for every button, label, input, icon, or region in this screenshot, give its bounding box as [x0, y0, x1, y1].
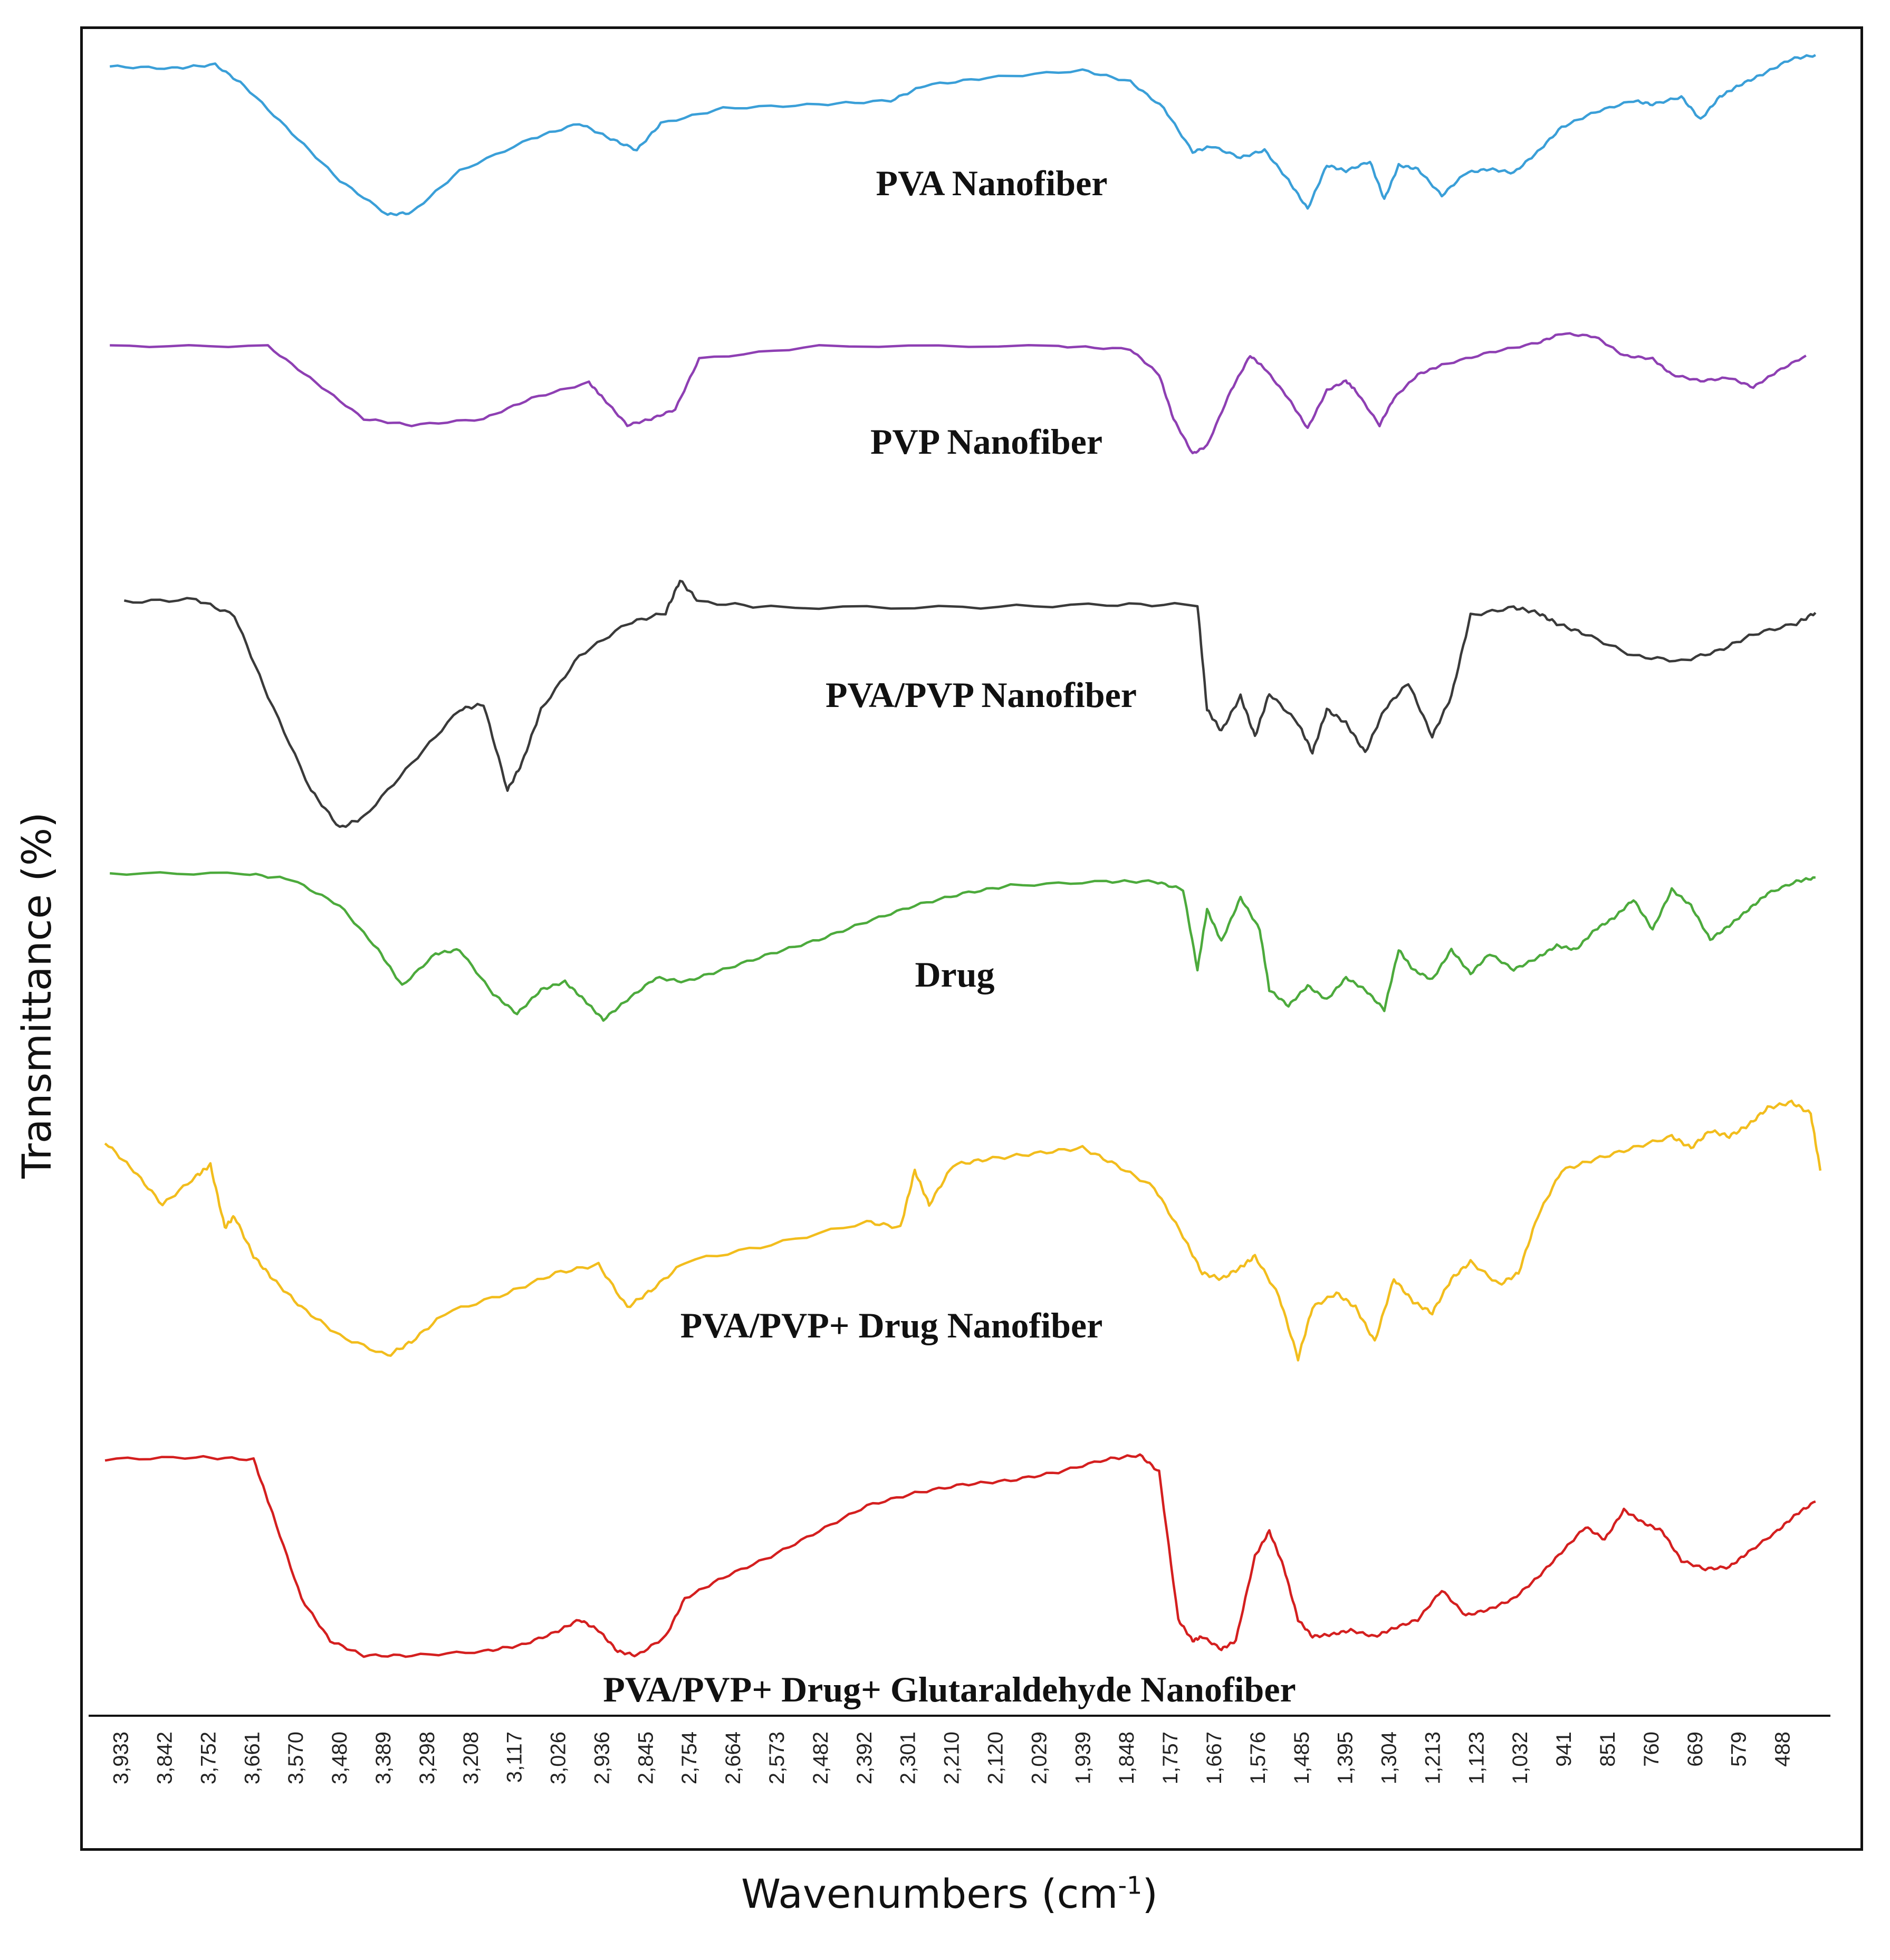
series-label-3: PVA/PVP Nanofiber	[826, 675, 1137, 715]
x-tick-label: 3,480	[328, 1732, 351, 1784]
x-tick-label: 3,933	[110, 1732, 133, 1784]
x-tick-label: 1,213	[1421, 1732, 1444, 1784]
x-tick-label: 3,026	[546, 1732, 570, 1784]
series-label-5: PVA/PVP+ Drug Nanofiber	[680, 1305, 1103, 1345]
x-tick-label: 2,936	[590, 1732, 613, 1784]
x-tick-label: 1,123	[1465, 1732, 1488, 1784]
x-tick-label: 2,029	[1028, 1732, 1051, 1784]
x-tick-label: 2,754	[678, 1732, 701, 1784]
x-tick-label: 2,392	[853, 1732, 876, 1784]
series-line-6	[104, 1453, 1816, 1658]
series-label-6: PVA/PVP+ Drug+ Glutaraldehyde Nanofiber	[603, 1669, 1296, 1709]
x-tick-label: 2,845	[634, 1732, 657, 1784]
x-tick-label: 3,842	[153, 1732, 176, 1784]
x-tick-label: 1,848	[1115, 1732, 1138, 1784]
x-tick-label: 1,485	[1290, 1732, 1313, 1784]
x-tick-label: 3,298	[416, 1732, 439, 1784]
x-tick-label: 1,939	[1071, 1732, 1095, 1784]
plot-frame	[80, 26, 1863, 1851]
x-tick-label: 2,664	[722, 1732, 745, 1784]
series-label-2: PVP Nanofiber	[870, 422, 1102, 462]
x-tick-label: 3,752	[197, 1732, 220, 1784]
x-tick-label: 3,661	[241, 1732, 264, 1784]
x-tick-label: 941	[1552, 1732, 1576, 1767]
series-line-4	[110, 871, 1816, 1022]
x-axis-label-superscript: -1	[1118, 1871, 1143, 1900]
x-tick-label: 3,208	[459, 1732, 483, 1784]
x-tick-label: 1,667	[1203, 1732, 1226, 1784]
x-tick-label: 3,117	[503, 1732, 526, 1783]
x-tick-label: 760	[1640, 1732, 1663, 1767]
series-label-1: PVA Nanofiber	[876, 163, 1108, 203]
series-line-3	[123, 579, 1817, 828]
series-line-2	[110, 332, 1807, 455]
x-tick-label: 851	[1596, 1732, 1619, 1767]
x-axis-label-text: Wavenumbers (cm	[741, 1870, 1118, 1917]
y-axis-label: Transmittance (%)	[13, 812, 60, 1179]
x-tick-label: 488	[1771, 1732, 1795, 1767]
x-tick-label: 1,032	[1509, 1732, 1532, 1784]
series-label-4: Drug	[915, 954, 994, 995]
series-line-1	[109, 54, 1816, 216]
x-tick-label: 1,304	[1377, 1732, 1400, 1784]
x-axis-label-close: )	[1142, 1870, 1158, 1917]
x-tick-label: 1,576	[1246, 1732, 1270, 1784]
x-tick-label: 2,573	[765, 1732, 789, 1784]
x-axis-label: Wavenumbers (cm-1)	[659, 1870, 1240, 1917]
x-tick-label: 579	[1728, 1732, 1751, 1767]
x-tick-label: 2,301	[897, 1732, 920, 1784]
x-tick-label: 1,757	[1159, 1732, 1182, 1784]
x-tick-label: 3,389	[372, 1732, 395, 1784]
x-tick-label: 669	[1684, 1732, 1707, 1767]
x-tick-label: 2,210	[941, 1732, 964, 1784]
x-tick-label: 2,482	[809, 1732, 832, 1784]
series-line-5	[104, 1099, 1822, 1362]
x-tick-label: 2,120	[984, 1732, 1007, 1784]
x-tick-label: 3,570	[284, 1732, 308, 1784]
x-tick-label: 1,395	[1334, 1732, 1357, 1784]
